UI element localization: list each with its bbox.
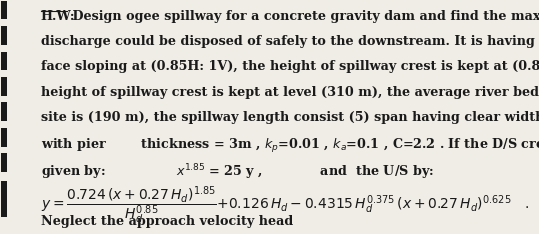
Text: given by:                $x^{1.85}$ = 25 y ,             and  the U/S by:: given by: $x^{1.85}$ = 25 y , and the U/…: [40, 162, 434, 182]
FancyBboxPatch shape: [1, 153, 8, 172]
FancyBboxPatch shape: [1, 181, 8, 200]
Text: $y = \dfrac{0.724\,(x+0.27\,H_d)^{1.85}}{H_d^{0.85}}$$ + 0.126\,H_d - 0.4315\,H_: $y = \dfrac{0.724\,(x+0.27\,H_d)^{1.85}}…: [40, 185, 529, 227]
Text: discharge could be disposed of safely to the downstream. It is having downstream: discharge could be disposed of safely to…: [40, 35, 539, 48]
FancyBboxPatch shape: [1, 77, 8, 96]
Text: height of spillway crest is kept at level (310 m), the average river bed level a: height of spillway crest is kept at leve…: [40, 86, 539, 99]
FancyBboxPatch shape: [1, 51, 8, 70]
FancyBboxPatch shape: [1, 128, 8, 146]
FancyBboxPatch shape: [1, 1, 8, 19]
Text: Design ogee spillway for a concrete gravity dam and find the maximum flood: Design ogee spillway for a concrete grav…: [68, 10, 539, 22]
Text: face sloping at (0.85H: 1V), the height of spillway crest is kept at (0.85H:1V),: face sloping at (0.85H: 1V), the height …: [40, 60, 539, 73]
Text: Neglect the approach velocity head: Neglect the approach velocity head: [40, 215, 293, 228]
FancyBboxPatch shape: [1, 198, 8, 217]
FancyBboxPatch shape: [1, 26, 8, 45]
FancyBboxPatch shape: [1, 102, 8, 121]
Text: with pier        thickness = 3m , $k_p$=0.01 , $k_a$=0.1 , C=2.2 . If the D/S cr: with pier thickness = 3m , $k_p$=0.01 , …: [40, 137, 539, 155]
Text: H.W:: H.W:: [40, 10, 75, 22]
Text: site is (190 m), the spillway length consist (5) span having clear width (12 m) : site is (190 m), the spillway length con…: [40, 111, 539, 124]
